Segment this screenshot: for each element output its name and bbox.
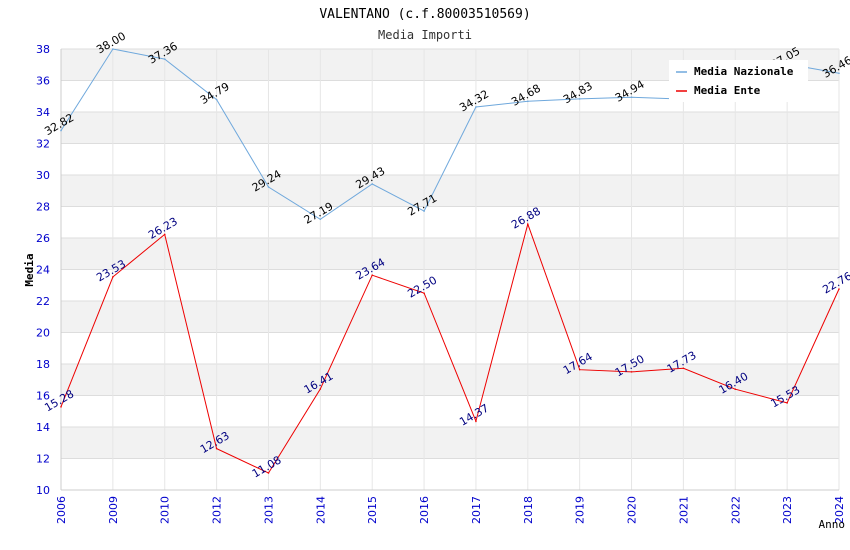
data-point-media-nazionale (319, 218, 322, 221)
data-point-media-ente (60, 406, 62, 408)
data-point-media-ente (423, 292, 425, 294)
x-tick-label: 2017 (470, 496, 483, 524)
y-tick-label: 24 (36, 264, 50, 277)
grid-band (61, 395, 839, 427)
grid-bands (61, 49, 839, 490)
series-line-media-ente (60, 222, 840, 474)
x-tick-label: 2015 (366, 496, 379, 524)
x-tick-label: 2013 (262, 496, 275, 524)
data-point-media-nazionale (423, 210, 425, 212)
grid-band (61, 458, 839, 490)
data-point-media-nazionale (527, 100, 529, 103)
data-point-media-nazionale (371, 183, 374, 185)
data-point-media-nazionale (60, 129, 62, 132)
data-point-media-ente (838, 288, 840, 290)
x-tick-label: 2021 (677, 496, 690, 524)
x-tick-label: 2012 (211, 496, 224, 524)
x-tick-label: 2019 (574, 496, 587, 524)
y-tick-label: 22 (36, 295, 50, 308)
chart-title: VALENTANO (c.f.80003510569) (319, 7, 530, 22)
y-tick-label: 16 (36, 390, 50, 403)
legend-box (669, 60, 808, 102)
x-tick-label: 2016 (418, 496, 431, 524)
data-point-media-ente (786, 402, 788, 404)
y-tick-label: 28 (36, 201, 50, 214)
y-tick-label: 34 (36, 106, 50, 119)
data-point-media-ente (527, 223, 529, 225)
data-point-media-ente (215, 447, 218, 450)
grid-band (61, 269, 839, 301)
data-point-media-nazionale (838, 72, 840, 75)
data-point-media-ente (112, 276, 114, 278)
y-tick-label: 14 (36, 421, 50, 434)
grid-band (61, 112, 839, 144)
y-tick-label: 20 (36, 327, 50, 340)
data-point-media-ente (267, 472, 270, 474)
y-axis-ticks: 10 12 14 16 18 20 22 24 26 28 30 32 34 36 38 (36, 43, 50, 497)
data-point-media-ente (319, 388, 322, 390)
grid-band (61, 301, 839, 333)
y-tick-label: 30 (36, 169, 50, 182)
x-tick-label: 2010 (159, 496, 172, 524)
chart-subtitle: Media Importi (378, 28, 472, 42)
y-tick-label: 26 (36, 232, 50, 245)
data-point-media-nazionale (112, 48, 114, 50)
data-point-media-ente (578, 368, 581, 371)
x-tick-label: 2023 (781, 496, 794, 524)
x-tick-label: 2014 (314, 496, 327, 524)
x-tick-label: 2020 (626, 496, 639, 524)
grid-band (61, 206, 839, 238)
y-tick-label: 18 (36, 358, 50, 371)
data-point-media-nazionale (267, 186, 270, 188)
y-tick-label: 38 (36, 43, 50, 56)
x-tick-label: 2018 (522, 496, 535, 524)
data-point-media-ente (475, 420, 477, 422)
x-tick-label: 2009 (107, 496, 120, 524)
y-tick-label: 36 (36, 75, 50, 88)
x-tick-label: 2006 (55, 496, 68, 524)
grid-band (61, 238, 839, 270)
gridlines (60, 48, 840, 491)
x-axis-ticks: 2006 2009 2010 2012 2013 2014 2015 2016 2017 2018… (55, 496, 846, 524)
x-tick-label: 2022 (729, 496, 742, 524)
legend-label-media-nazionale: Media Nazionale (694, 65, 794, 78)
y-tick-label: 10 (36, 484, 50, 497)
x-axis-label: Anno (819, 518, 846, 531)
data-point-media-ente (163, 233, 166, 236)
data-point-media-nazionale (578, 98, 581, 100)
data-point-media-ente (371, 274, 374, 276)
y-axis-label: Media (23, 253, 36, 286)
grid-band (61, 427, 839, 459)
data-point-media-ente (682, 367, 685, 370)
data-point-media-nazionale (163, 58, 166, 60)
y-tick-label: 32 (36, 138, 50, 151)
data-point-media-ente (630, 371, 633, 373)
grid-band (61, 175, 839, 207)
data-point-media-nazionale (215, 98, 218, 101)
y-tick-label: 12 (36, 453, 50, 466)
data-point-media-nazionale (475, 106, 477, 108)
x-tick-label: 2024 (833, 496, 846, 524)
data-point-media-ente (734, 388, 737, 391)
data-point-media-nazionale (630, 96, 633, 98)
legend: Media Nazionale Media Ente (669, 60, 808, 102)
grid-band (61, 364, 839, 396)
legend-label-media-ente: Media Ente (694, 84, 761, 97)
grid-band (61, 332, 839, 364)
